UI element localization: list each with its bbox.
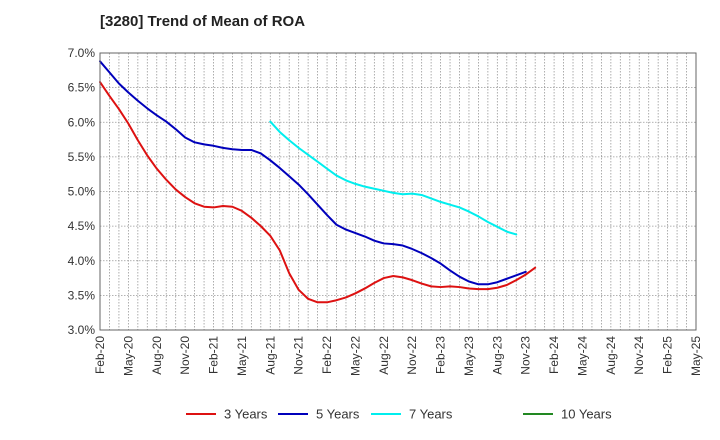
series-line-5-years <box>99 60 527 286</box>
y-tick-label: 7.0% <box>68 46 96 60</box>
y-tick-label: 6.0% <box>68 115 96 129</box>
series-line-7-years <box>269 120 518 236</box>
legend-label: 5 Years <box>316 407 360 422</box>
y-tick-label: 5.0% <box>68 185 96 199</box>
x-tick-label: Feb-25 <box>661 336 675 374</box>
x-tick-label: May-23 <box>462 336 476 376</box>
x-tick-label: May-22 <box>348 336 362 376</box>
y-tick-label: 4.0% <box>68 254 96 268</box>
x-tick-label: Feb-24 <box>547 336 561 374</box>
axis-layer: 3.0% 3.5% 4.0% 4.5% 5.0% 5.5% 6.0% 6.5% 7.0% Feb-… <box>68 46 703 376</box>
x-tick-label: Nov-22 <box>405 336 419 375</box>
x-tick-label: Feb-21 <box>207 336 221 374</box>
y-tick-label: 5.5% <box>68 150 96 164</box>
x-tick-label: Aug-21 <box>263 336 277 375</box>
series-layer <box>99 60 537 304</box>
x-tick-label: Aug-23 <box>490 336 504 375</box>
y-tick-label: 3.0% <box>68 323 96 337</box>
x-tick-label: Aug-22 <box>377 336 391 375</box>
x-tick-label: Aug-20 <box>150 336 164 375</box>
series-line-3-years <box>99 81 537 304</box>
legend: 3 Years 5 Years 7 Years 10 Years <box>186 407 612 422</box>
y-tick-label: 3.5% <box>68 288 96 302</box>
legend-label: 3 Years <box>224 407 268 422</box>
y-tick-label: 6.5% <box>68 81 96 95</box>
x-tick-label: Nov-24 <box>632 336 646 375</box>
x-tick-label: Nov-23 <box>519 336 533 375</box>
x-tick-label: Feb-23 <box>434 336 448 374</box>
x-tick-label: May-21 <box>235 336 249 376</box>
x-tick-label: May-20 <box>121 336 135 376</box>
x-tick-label: Aug-24 <box>604 336 618 375</box>
legend-label: 7 Years <box>409 407 453 422</box>
x-tick-label: Feb-20 <box>93 336 107 374</box>
legend-label: 10 Years <box>561 407 612 422</box>
plot-border <box>99 52 697 331</box>
x-tick-label: May-24 <box>575 336 589 376</box>
x-tick-label: Feb-22 <box>320 336 334 374</box>
y-tick-label: 4.5% <box>68 219 96 233</box>
x-tick-label: Nov-20 <box>178 336 192 375</box>
chart-title: [3280] Trend of Mean of ROA <box>100 13 306 30</box>
x-tick-label: May-25 <box>689 336 703 376</box>
x-tick-label: Nov-21 <box>292 336 306 375</box>
grid-layer <box>100 53 696 330</box>
